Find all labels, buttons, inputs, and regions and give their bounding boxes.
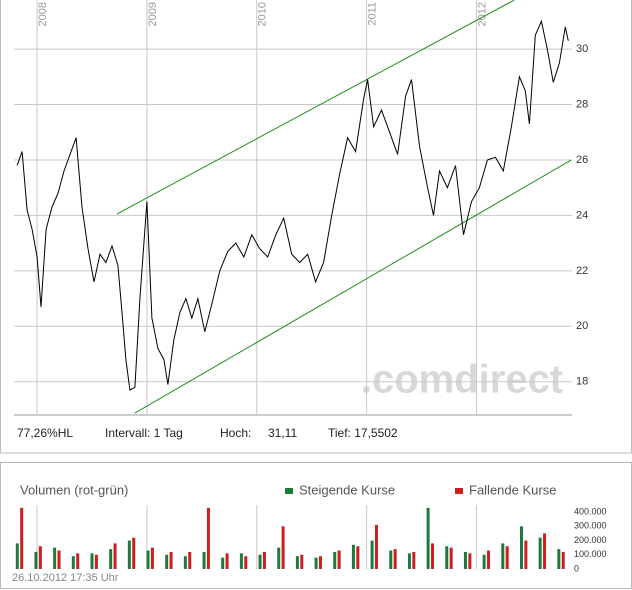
- y-tick-label: 300.000: [574, 521, 607, 531]
- volume-bar: [225, 553, 229, 569]
- y-tick-label: 30: [576, 43, 588, 55]
- y-tick-label: 20: [576, 320, 588, 332]
- volume-bar: [426, 507, 430, 569]
- trend-line: [134, 159, 572, 414]
- volume-title: Volumen (rot-grün): [20, 482, 128, 497]
- volume-bar: [57, 550, 61, 569]
- y-tick-label: 200.000: [574, 535, 607, 545]
- volume-bar: [561, 551, 565, 569]
- volume-bar: [333, 551, 337, 569]
- volume-bar: [15, 543, 19, 569]
- volume-bar: [374, 524, 378, 569]
- volume-bar: [150, 547, 154, 569]
- volume-bar: [277, 547, 281, 569]
- volume-bar: [445, 546, 449, 569]
- volume-bar: [38, 546, 42, 569]
- volume-bar: [318, 556, 322, 569]
- y-tick-label: 100.000: [574, 549, 607, 559]
- price-line: [16, 19, 569, 391]
- volume-panel: [0, 462, 632, 589]
- stat-text: Hoch:: [220, 426, 251, 440]
- volume-bar: [262, 551, 266, 569]
- volume-bar: [557, 549, 561, 569]
- volume-bar: [90, 553, 94, 569]
- volume-bar: [487, 550, 491, 569]
- timestamp: 26.10.2012 17:35 Uhr: [12, 572, 119, 584]
- volume-bar: [113, 543, 117, 569]
- stat-text: 31,11: [268, 426, 297, 440]
- y-tick-label: 26: [576, 154, 588, 166]
- volume-bar: [109, 549, 113, 569]
- volume-bar: [244, 556, 248, 569]
- volume-bar: [431, 543, 434, 569]
- y-tick-label: 400.000: [574, 506, 607, 516]
- legend-label: Fallende Kurse: [469, 482, 556, 497]
- x-tick-label: 2010: [257, 2, 269, 26]
- x-tick-label: 2009: [147, 2, 159, 26]
- y-tick-label: 18: [576, 376, 588, 388]
- volume-bar: [449, 547, 453, 569]
- volume-bar: [468, 553, 472, 569]
- volume-bar: [412, 551, 416, 569]
- volume-bar: [393, 549, 397, 569]
- watermark: .comdirect: [361, 358, 563, 402]
- volume-bar: [370, 540, 374, 569]
- volume-bar: [538, 537, 542, 569]
- legend-label: Steigende Kurse: [299, 482, 395, 497]
- volume-bar: [351, 544, 355, 569]
- y-tick-label: 0: [574, 563, 579, 573]
- volume-bar: [20, 507, 24, 569]
- volume-bar: [356, 546, 360, 569]
- stat-text: Intervall: 1 Tag: [105, 426, 183, 440]
- volume-bar: [202, 551, 206, 569]
- trend-line: [116, 0, 515, 215]
- volume-bar: [482, 554, 486, 569]
- volume-bar: [53, 547, 57, 569]
- x-tick-label: 2008: [37, 2, 49, 26]
- volume-bar: [505, 546, 509, 569]
- legend-swatch: [455, 488, 463, 494]
- volume-bar: [132, 537, 136, 569]
- legend-swatch: [285, 488, 293, 494]
- x-tick-label: 2012: [476, 2, 488, 26]
- stat-text: 77,26%HL: [17, 426, 73, 440]
- volume-bar: [314, 557, 318, 569]
- volume-bar: [337, 550, 341, 569]
- volume-bar: [501, 543, 505, 569]
- volume-bar: [169, 551, 173, 569]
- volume-bar: [389, 550, 393, 569]
- volume-bar: [258, 554, 262, 569]
- volume-bar: [34, 551, 38, 569]
- volume-bar: [524, 540, 528, 569]
- volume-bar: [165, 554, 169, 569]
- volume-bar: [71, 556, 75, 569]
- volume-bar: [94, 554, 98, 569]
- volume-bar: [463, 551, 467, 569]
- volume-bar: [295, 556, 299, 569]
- volume-bar: [206, 507, 210, 569]
- volume-bar: [519, 526, 523, 569]
- volume-bar: [543, 533, 547, 569]
- stat-text: Tief: 17,5502: [328, 426, 398, 440]
- y-tick-label: 24: [576, 209, 588, 221]
- volume-bar: [76, 553, 80, 569]
- volume-bar: [407, 553, 411, 569]
- volume-bar: [300, 554, 304, 569]
- volume-bar: [127, 540, 131, 569]
- volume-bar: [188, 551, 192, 569]
- y-tick-label: 22: [576, 265, 588, 277]
- volume-bar: [146, 550, 150, 569]
- volume-bar: [239, 553, 243, 569]
- volume-bar: [281, 526, 285, 569]
- x-tick-label: 2011: [367, 2, 379, 26]
- volume-bar: [183, 556, 187, 569]
- volume-bar: [221, 557, 225, 569]
- y-tick-label: 28: [576, 98, 588, 110]
